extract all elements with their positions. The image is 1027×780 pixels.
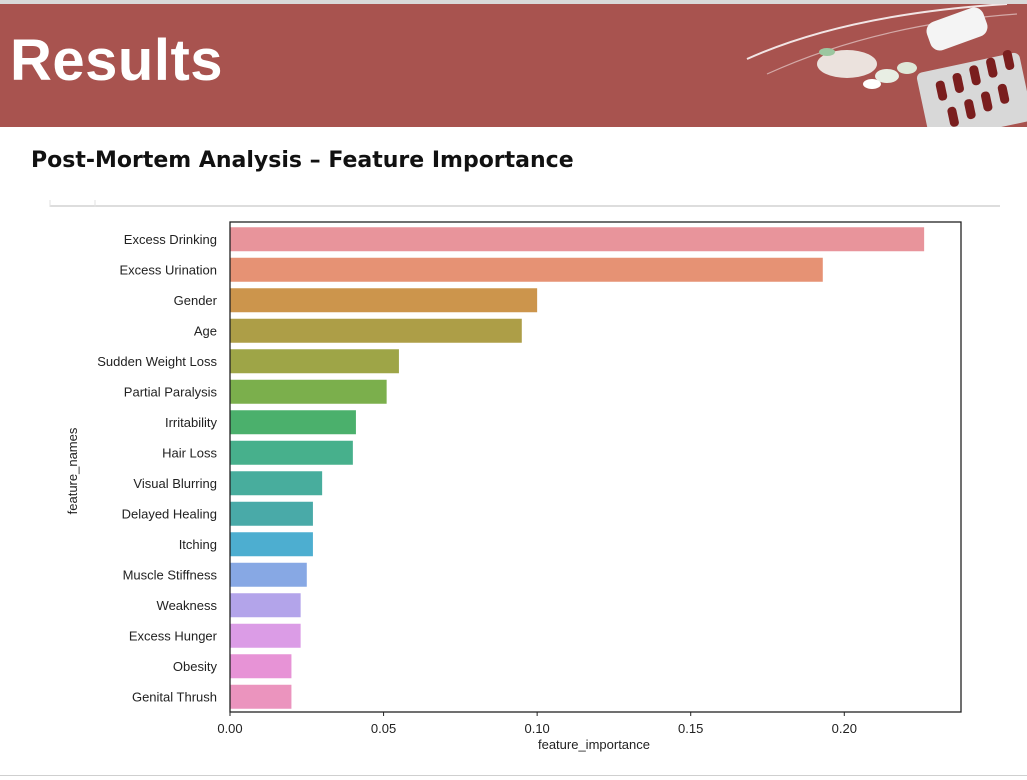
x-tick-label: 0.00 (217, 721, 242, 736)
y-tick-label: Age (194, 323, 217, 338)
x-tick-label: 0.20 (832, 721, 857, 736)
y-tick-label: Delayed Healing (122, 506, 217, 521)
x-axis-label: feature_importance (538, 737, 650, 752)
bottom-border (0, 775, 1027, 776)
y-tick-label: Excess Drinking (124, 232, 217, 247)
x-tick-label: 0.05 (371, 721, 396, 736)
y-tick-labels: Excess Drinking Excess Urination Gender Age… (97, 232, 217, 705)
y-tick-label: Visual Blurring (133, 476, 217, 491)
y-tick-label: Weakness (157, 598, 218, 613)
bar-sudden-weight-loss (230, 349, 399, 374)
title-banner: Results (0, 4, 1027, 127)
bar-partial-paralysis (230, 379, 387, 404)
bar-itching (230, 532, 313, 557)
bar-genital-thrush (230, 684, 292, 709)
bar-age (230, 318, 522, 343)
y-tick-label: Irritability (165, 415, 218, 430)
y-tick-label: Excess Urination (119, 262, 217, 277)
pills-banner-image (746, 4, 1027, 127)
y-tick-label: Excess Hunger (129, 628, 218, 643)
y-tick-label: Obesity (173, 659, 218, 674)
bar-delayed-healing (230, 501, 313, 526)
x-tick-label: 0.10 (524, 721, 549, 736)
y-tick-label: Genital Thrush (132, 689, 217, 704)
bar-weakness (230, 593, 301, 618)
x-ticks: 0.00 0.05 0.10 0.15 0.20 (217, 712, 857, 736)
y-tick-label: Sudden Weight Loss (97, 354, 217, 369)
bar-gender (230, 288, 538, 313)
y-tick-label: Hair Loss (162, 445, 217, 460)
slide-title: Results (10, 28, 224, 93)
bars-group (230, 227, 925, 709)
y-tick-label: Gender (174, 293, 218, 308)
plot-area-frame (229, 221, 962, 713)
slide-subtitle: Post-Mortem Analysis – Feature Importanc… (31, 148, 574, 173)
bar-muscle-stiffness (230, 562, 307, 587)
bar-excess-drinking (230, 227, 925, 252)
bar-visual-blurring (230, 471, 323, 496)
top-border (0, 0, 1027, 4)
y-tick-label: Muscle Stiffness (123, 567, 218, 582)
bar-irritability (230, 410, 356, 435)
bar-obesity (230, 654, 292, 679)
y-tick-label: Itching (179, 537, 217, 552)
bar-excess-urination (230, 257, 823, 282)
bar-hair-loss (230, 440, 353, 465)
x-tick-label: 0.15 (678, 721, 703, 736)
y-tick-label: Partial Paralysis (124, 384, 218, 399)
bar-excess-hunger (230, 623, 301, 648)
y-axis-label: feature_names (65, 427, 80, 514)
